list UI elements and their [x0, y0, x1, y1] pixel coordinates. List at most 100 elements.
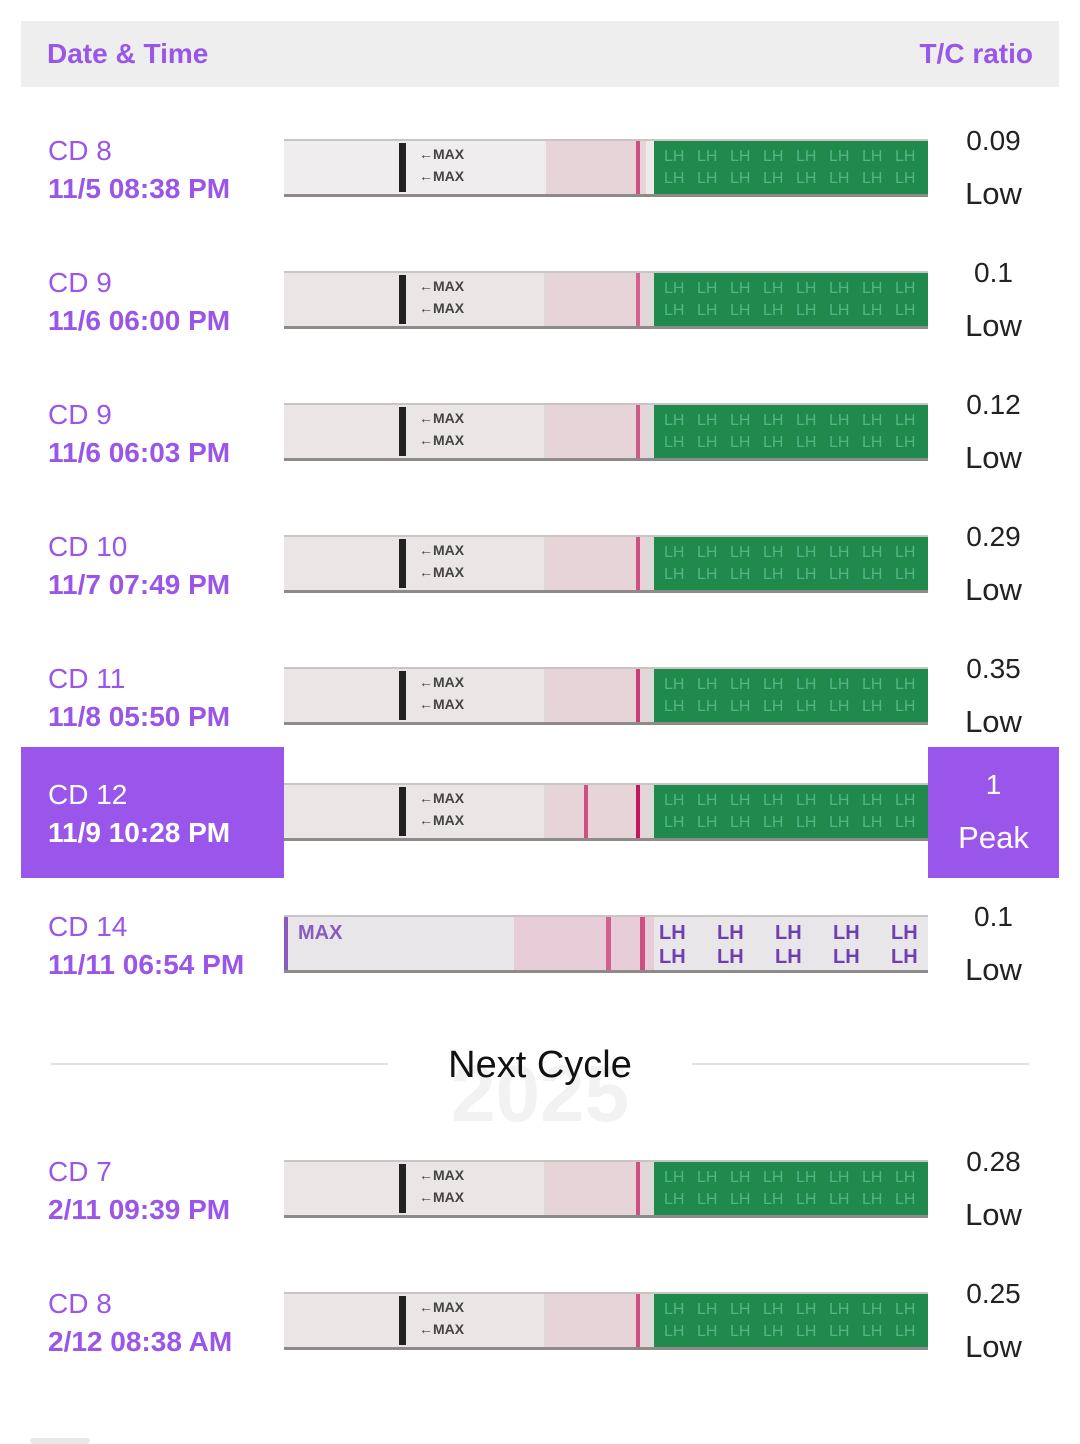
row-date-cell: CD 8 11/5 08:38 PM	[21, 103, 284, 234]
svg-text:LH: LH	[895, 148, 915, 165]
row-ratio-cell: 1 Peak	[928, 747, 1059, 878]
row-date-cell: CD 14 11/11 06:54 PM	[21, 879, 284, 1010]
svg-text:LH: LH	[796, 434, 816, 451]
svg-text:LH: LH	[697, 1323, 717, 1340]
svg-text:LH: LH	[862, 434, 882, 451]
test-row[interactable]: CD 8 11/5 08:38 PM ←MAX ←MAX LH LH LH LH LH LH LH L…	[21, 103, 1059, 234]
test-row[interactable]: CD 12 11/9 10:28 PM ←MAX ←MAX LH LH LH LH LH LH LH…	[21, 747, 1059, 878]
test-row[interactable]: CD 11 11/8 05:50 PM ←MAX ←MAX LH LH LH LH LH LH LH…	[21, 631, 1059, 762]
test-strip-photo[interactable]: ←MAX ←MAX LH LH LH LH LH LH LH LH LH LH LH LH LH LH LH LH	[284, 1292, 928, 1350]
scroll-indicator	[30, 1438, 90, 1444]
svg-text:LH: LH	[717, 946, 744, 968]
svg-text:LH: LH	[659, 922, 686, 944]
svg-text:LH: LH	[895, 676, 915, 693]
svg-text:←MAX: ←MAX	[419, 146, 465, 162]
svg-text:LH: LH	[763, 1169, 783, 1186]
svg-text:LH: LH	[763, 698, 783, 715]
test-strip-photo[interactable]: ←MAX ←MAX LH LH LH LH LH LH LH LH LH LH LH LH LH LH LH LH	[284, 667, 928, 725]
result-level: Low	[965, 308, 1022, 343]
svg-text:LH: LH	[664, 1301, 684, 1318]
strip-graphic: ←MAX ←MAX LH LH LH LH LH LH LH LH LH LH LH LH LH LH LH LH	[284, 1294, 928, 1347]
cycle-day-label: CD 12	[48, 779, 128, 810]
svg-text:LH: LH	[664, 792, 684, 809]
test-row[interactable]: CD 14 11/11 06:54 PM MAX LH LH LH LH LH LH LH LH LH…	[21, 879, 1059, 1010]
svg-text:LH: LH	[697, 412, 717, 429]
cycle-day-label: CD 9	[48, 267, 112, 298]
date-time-column-header: Date & Time	[47, 38, 209, 69]
svg-text:LH: LH	[730, 1301, 750, 1318]
strip-graphic: ←MAX ←MAX LH LH LH LH LH LH LH LH LH LH LH LH LH LH LH LH	[284, 537, 928, 590]
svg-text:←MAX: ←MAX	[419, 674, 465, 690]
svg-text:LH: LH	[730, 698, 750, 715]
svg-text:LH: LH	[895, 566, 915, 583]
svg-text:LH: LH	[697, 1301, 717, 1318]
test-row[interactable]: CD 7 2/11 09:39 PM ←MAX ←MAX LH LH LH LH LH LH LH L…	[21, 1124, 1059, 1255]
test-strip-photo[interactable]: ←MAX ←MAX LH LH LH LH LH LH LH LH LH LH LH LH LH LH LH LH	[284, 271, 928, 329]
svg-text:LH: LH	[730, 1191, 750, 1208]
svg-text:LH: LH	[829, 302, 849, 319]
tc-ratio-value: 0.25	[966, 1278, 1021, 1309]
svg-text:LH: LH	[763, 148, 783, 165]
strip-graphic: ←MAX ←MAX LH LH LH LH LH LH LH LH LH LH LH LH LH LH LH LH	[284, 405, 928, 458]
test-row[interactable]: CD 8 2/12 08:38 AM ←MAX ←MAX LH LH LH LH LH LH LH L…	[21, 1256, 1059, 1387]
row-date-cell: CD 7 2/11 09:39 PM	[21, 1124, 284, 1255]
svg-text:LH: LH	[730, 412, 750, 429]
test-row[interactable]: CD 10 11/7 07:49 PM ←MAX ←MAX LH LH LH LH LH LH LH…	[21, 499, 1059, 630]
row-ratio-cell: 0.35 Low	[928, 631, 1059, 762]
svg-text:LH: LH	[895, 170, 915, 187]
svg-text:LH: LH	[895, 814, 915, 831]
test-strip-photo[interactable]: ←MAX ←MAX LH LH LH LH LH LH LH LH LH LH LH LH LH LH LH LH	[284, 403, 928, 461]
test-strip-photo[interactable]: ←MAX ←MAX LH LH LH LH LH LH LH LH LH LH LH LH LH LH LH LH	[284, 1160, 928, 1218]
test-strip-photo[interactable]: ←MAX ←MAX LH LH LH LH LH LH LH LH LH LH LH LH LH LH LH LH	[284, 783, 928, 841]
test-strip-photo[interactable]: ←MAX ←MAX LH LH LH LH LH LH LH LH LH LH LH LH LH LH LH LH	[284, 139, 928, 197]
svg-text:LH: LH	[697, 434, 717, 451]
svg-text:LH: LH	[796, 280, 816, 297]
svg-text:LH: LH	[796, 792, 816, 809]
tc-ratio-value: 0.09	[966, 125, 1021, 156]
svg-text:LH: LH	[862, 544, 882, 561]
svg-text:LH: LH	[763, 1323, 783, 1340]
svg-text:LH: LH	[796, 1301, 816, 1318]
svg-text:LH: LH	[796, 1191, 816, 1208]
svg-text:LH: LH	[796, 170, 816, 187]
svg-text:LH: LH	[664, 1191, 684, 1208]
cycle-day-label: CD 11	[48, 663, 126, 694]
svg-text:LH: LH	[895, 544, 915, 561]
strip-graphic: ←MAX ←MAX LH LH LH LH LH LH LH LH LH LH LH LH LH LH LH LH	[284, 785, 928, 838]
test-strip-photo[interactable]: ←MAX ←MAX LH LH LH LH LH LH LH LH LH LH LH LH LH LH LH LH	[284, 535, 928, 593]
cycle-day-label: CD 7	[48, 1156, 112, 1187]
svg-text:LH: LH	[763, 170, 783, 187]
strip-graphic: ←MAX ←MAX LH LH LH LH LH LH LH LH LH LH LH LH LH LH LH LH	[284, 141, 928, 194]
svg-text:LH: LH	[664, 280, 684, 297]
svg-text:LH: LH	[664, 170, 684, 187]
svg-text:LH: LH	[697, 1169, 717, 1186]
date-time-label: 11/6 06:00 PM	[48, 305, 231, 336]
svg-text:←MAX: ←MAX	[419, 696, 465, 712]
row-ratio-cell: 0.1 Low	[928, 235, 1059, 366]
result-level: Low	[965, 1197, 1022, 1232]
svg-text:LH: LH	[659, 946, 686, 968]
svg-text:←MAX: ←MAX	[419, 790, 465, 806]
svg-text:←MAX: ←MAX	[419, 432, 465, 448]
date-time-label: 11/11 06:54 PM	[48, 949, 245, 980]
svg-text:LH: LH	[697, 170, 717, 187]
svg-text:LH: LH	[664, 412, 684, 429]
result-level: Low	[965, 440, 1022, 475]
svg-text:LH: LH	[664, 302, 684, 319]
test-row[interactable]: CD 9 11/6 06:03 PM ←MAX ←MAX LH LH LH LH LH LH LH L…	[21, 367, 1059, 498]
svg-text:LH: LH	[763, 412, 783, 429]
svg-text:LH: LH	[730, 792, 750, 809]
result-level: Low	[965, 952, 1022, 987]
svg-text:LH: LH	[862, 280, 882, 297]
svg-text:LH: LH	[763, 544, 783, 561]
test-strip-photo[interactable]: MAX LH LH LH LH LH LH LH LH LH LH	[284, 915, 928, 973]
svg-text:LH: LH	[862, 566, 882, 583]
svg-text:LH: LH	[664, 814, 684, 831]
svg-text:LH: LH	[697, 566, 717, 583]
svg-text:LH: LH	[829, 792, 849, 809]
test-row[interactable]: CD 9 11/6 06:00 PM ←MAX ←MAX LH LH LH LH LH LH LH L…	[21, 235, 1059, 366]
svg-text:LH: LH	[895, 1323, 915, 1340]
svg-text:LH: LH	[730, 544, 750, 561]
svg-text:LH: LH	[862, 1301, 882, 1318]
